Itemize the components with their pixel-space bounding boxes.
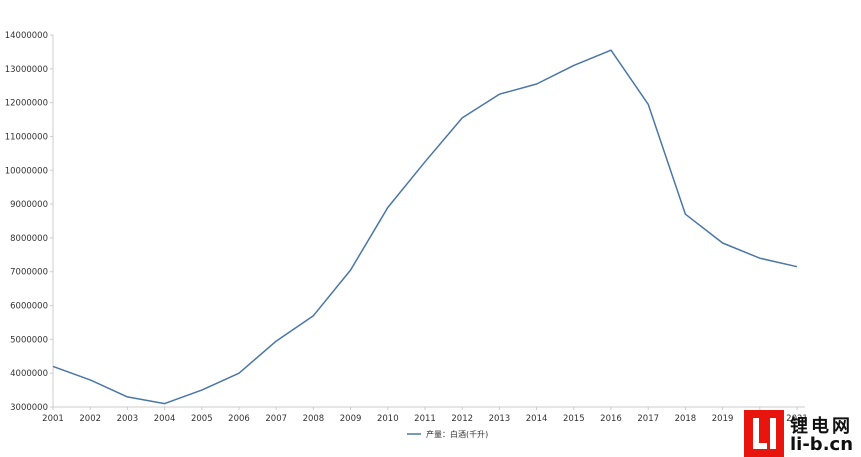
y-tick-label: 5000000 bbox=[10, 335, 48, 345]
y-tick-label: 12000000 bbox=[5, 99, 48, 109]
y-tick-label: 9000000 bbox=[10, 200, 48, 210]
y-tick-label: 3000000 bbox=[10, 403, 48, 413]
data-point[interactable] bbox=[201, 389, 203, 391]
y-tick-label: 4000000 bbox=[10, 369, 48, 379]
x-tick-label: 2013 bbox=[489, 414, 511, 424]
data-point[interactable] bbox=[163, 402, 165, 404]
x-tick-label: 2012 bbox=[451, 414, 473, 424]
x-tick-label: 2008 bbox=[303, 414, 325, 424]
data-point[interactable] bbox=[424, 161, 426, 163]
x-tick-label: 2006 bbox=[228, 414, 250, 424]
x-tick-label: 2014 bbox=[526, 414, 548, 424]
y-tick-label: 7000000 bbox=[10, 268, 48, 278]
data-point[interactable] bbox=[461, 117, 463, 119]
data-point[interactable] bbox=[721, 242, 723, 244]
y-axis: 3000000 4000000 5000000 6000000 7000000 80000… bbox=[5, 31, 54, 413]
x-tick-label: 2021 bbox=[786, 414, 808, 424]
data-point[interactable] bbox=[498, 93, 500, 95]
data-point[interactable] bbox=[573, 64, 575, 66]
x-tick-label: 2002 bbox=[79, 414, 101, 424]
legend[interactable]: 产量：白酒(千升) bbox=[407, 429, 488, 439]
data-point[interactable] bbox=[89, 379, 91, 381]
y-tick-label: 6000000 bbox=[10, 302, 48, 312]
data-point[interactable] bbox=[238, 372, 240, 374]
data-point[interactable] bbox=[684, 213, 686, 215]
x-tick-label: 2004 bbox=[154, 414, 176, 424]
data-point[interactable] bbox=[349, 269, 351, 271]
data-point[interactable] bbox=[387, 206, 389, 208]
data-point[interactable] bbox=[312, 314, 314, 316]
x-tick-label: 2009 bbox=[340, 414, 362, 424]
x-tick-label: 2003 bbox=[117, 414, 139, 424]
x-axis: 2001 2002 2003 2004 2005 2006 2007 2008 2009 2010… bbox=[42, 406, 808, 424]
data-point[interactable] bbox=[535, 83, 537, 85]
data-point[interactable] bbox=[610, 49, 612, 51]
data-point[interactable] bbox=[275, 340, 277, 342]
y-tick-label: 8000000 bbox=[10, 234, 48, 244]
legend-label: 产量：白酒(千升) bbox=[426, 429, 488, 439]
x-tick-label: 2010 bbox=[377, 414, 399, 424]
x-tick-label: 2016 bbox=[600, 414, 622, 424]
x-tick-label: 2007 bbox=[265, 414, 287, 424]
series-layer bbox=[52, 49, 798, 405]
series-line-0 bbox=[52, 49, 798, 405]
x-tick-label: 2005 bbox=[191, 414, 213, 424]
logo-text-cn: 锂电网 bbox=[790, 416, 853, 437]
x-tick-label: 2018 bbox=[675, 414, 697, 424]
y-tick-label: 14000000 bbox=[5, 31, 48, 41]
x-tick-label: 2001 bbox=[42, 414, 64, 424]
logo-text-en: li-b.cn bbox=[790, 434, 854, 455]
logo-mark-icon bbox=[744, 410, 784, 457]
watermark-logo: 锂电网 li-b.cn bbox=[744, 410, 861, 457]
y-tick-label: 13000000 bbox=[5, 65, 48, 75]
y-tick-label: 10000000 bbox=[5, 166, 48, 176]
x-tick-label: 2019 bbox=[712, 414, 734, 424]
data-point[interactable] bbox=[126, 396, 128, 398]
data-point[interactable] bbox=[796, 265, 798, 267]
x-tick-label: 2015 bbox=[563, 414, 585, 424]
data-point[interactable] bbox=[647, 103, 649, 105]
y-tick-label: 11000000 bbox=[5, 132, 48, 142]
x-tick-label: 2011 bbox=[414, 414, 436, 424]
x-tick-label: 2017 bbox=[637, 414, 659, 424]
data-point[interactable] bbox=[759, 257, 761, 259]
data-point[interactable] bbox=[52, 365, 54, 367]
